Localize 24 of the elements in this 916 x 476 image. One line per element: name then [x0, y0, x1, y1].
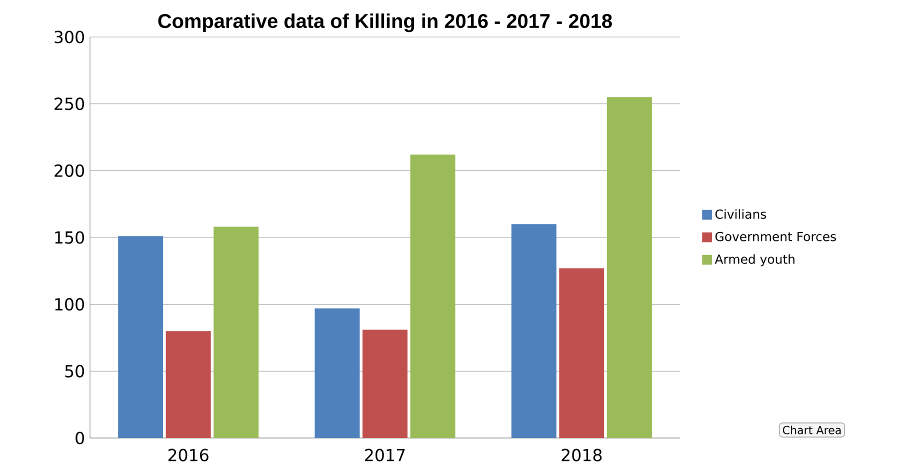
- y-tick-label: 250: [54, 98, 84, 110]
- bar: [214, 226, 259, 438]
- bar: [166, 331, 211, 438]
- bar: [559, 268, 604, 438]
- y-tick-label: 100: [55, 298, 84, 311]
- x-tick-label: 2017: [365, 448, 405, 462]
- y-tick-label: 0: [76, 432, 84, 444]
- legend-label: Civilians: [715, 209, 766, 219]
- bar: [118, 236, 164, 438]
- bar: [410, 154, 456, 438]
- bar: [314, 308, 360, 438]
- chart-title: Comparative data of Killing in 2016 - 2017 - 2018: [158, 13, 612, 32]
- legend-label: Armed youth: [714, 254, 794, 266]
- y-tick-label: 150: [55, 231, 84, 244]
- text: Chart Area: [782, 426, 841, 434]
- y-tick-label: 50: [65, 364, 84, 378]
- x-tick-label: 2016: [168, 448, 208, 462]
- bar: [606, 97, 652, 438]
- x-tick-label: 2018: [562, 448, 602, 462]
- bar: [362, 330, 408, 438]
- y-tick-label: 300: [54, 30, 84, 44]
- legend-label: Government Forces: [715, 232, 836, 242]
- y-tick-label: 200: [54, 164, 84, 177]
- bar: [511, 224, 556, 438]
